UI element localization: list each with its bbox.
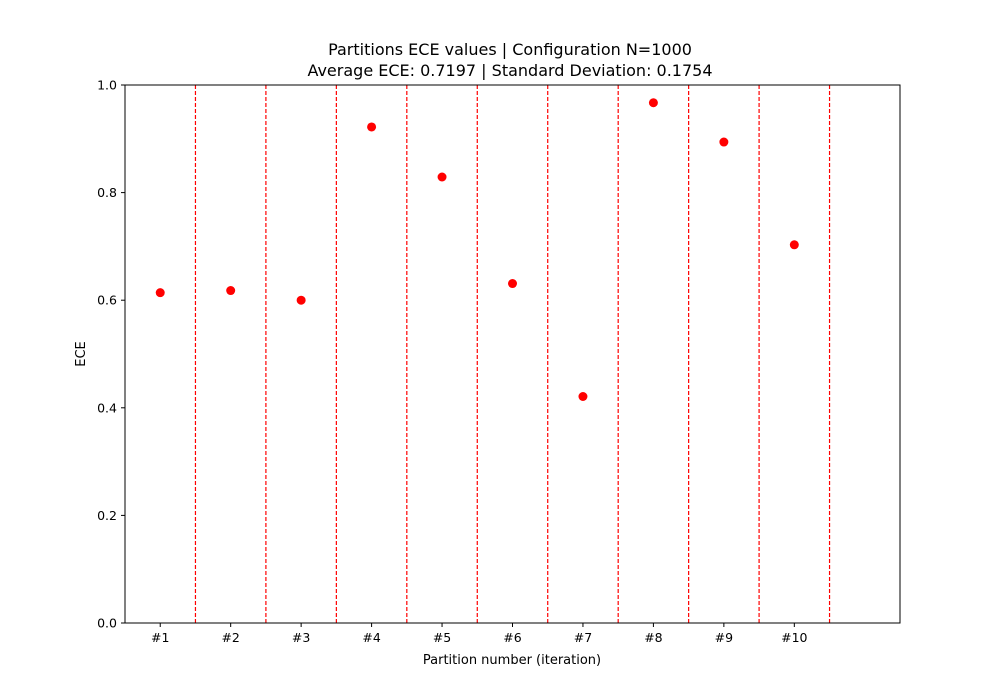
y-tick-label: 0.0 bbox=[97, 616, 117, 631]
data-point bbox=[155, 288, 165, 298]
chart-title: Partitions ECE values | Configuration N=… bbox=[328, 40, 692, 59]
x-tick-label: #1 bbox=[151, 630, 169, 645]
x-tick-label: #2 bbox=[221, 630, 239, 645]
plot-frame bbox=[124, 84, 901, 624]
data-point bbox=[296, 295, 306, 305]
y-tick-label: 1.0 bbox=[97, 78, 117, 93]
y-axis-ticks: 0.0 0.2 0.4 0.6 0.8 1.0 bbox=[97, 78, 125, 631]
partition-separators bbox=[194, 85, 831, 623]
data-point bbox=[508, 279, 517, 289]
x-tick-label: #7 bbox=[574, 630, 592, 645]
data-point bbox=[367, 122, 377, 132]
data-point bbox=[789, 240, 799, 250]
x-tick-label: #6 bbox=[503, 630, 521, 645]
x-tick-label: #8 bbox=[644, 630, 662, 645]
data-point bbox=[719, 137, 729, 147]
data-points bbox=[155, 98, 799, 402]
y-axis-label: ECE bbox=[74, 341, 89, 367]
data-point bbox=[437, 172, 447, 182]
data-point bbox=[578, 392, 588, 402]
x-tick-label: #9 bbox=[715, 630, 733, 645]
chart-subtitle: Average ECE: 0.7197 | Standard Deviation… bbox=[307, 61, 712, 80]
data-point bbox=[226, 286, 236, 296]
y-tick-label: 0.8 bbox=[97, 185, 117, 200]
y-tick-label: 0.2 bbox=[97, 508, 117, 523]
x-tick-label: #10 bbox=[781, 630, 807, 645]
x-tick-label: #3 bbox=[292, 630, 310, 645]
y-tick-label: 0.6 bbox=[97, 293, 117, 308]
x-axis-ticks: #1 #2 #3 #4 #5 #6 #7 #8 #9 #10 bbox=[151, 623, 808, 645]
x-axis-label: Partition number (iteration) bbox=[423, 653, 601, 668]
x-tick-label: #4 bbox=[362, 630, 380, 645]
data-point bbox=[648, 98, 658, 108]
x-tick-label: #5 bbox=[433, 630, 451, 645]
y-tick-label: 0.4 bbox=[97, 400, 117, 415]
